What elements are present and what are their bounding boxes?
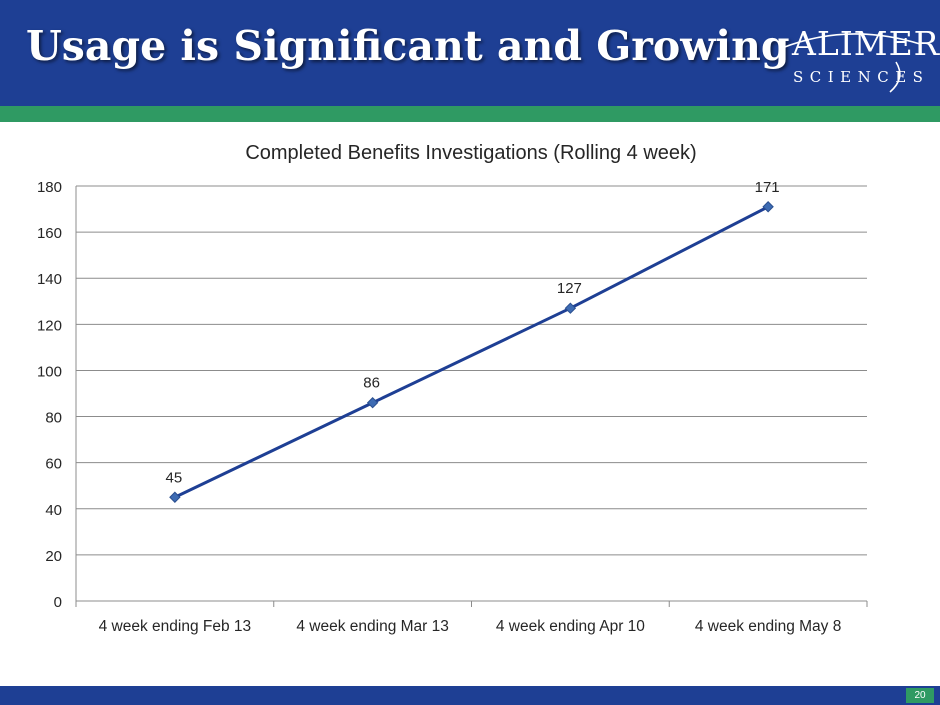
- page-number: 20: [906, 688, 934, 703]
- data-point-marker: [762, 201, 774, 213]
- footer-bar: 20: [0, 686, 940, 705]
- logo-swoosh-icon: [781, 33, 921, 93]
- y-tick-label: 60: [45, 456, 62, 473]
- data-point-marker: [366, 397, 379, 409]
- logo-subtitle: SCIENCES: [793, 68, 930, 86]
- y-tick-label: 160: [37, 225, 62, 242]
- data-label: 171: [755, 179, 780, 196]
- data-label: 45: [166, 469, 183, 486]
- series-layer: [169, 201, 774, 503]
- y-tick-label: 140: [37, 271, 62, 288]
- data-point-marker: [169, 491, 181, 503]
- x-tick-label: 4 week ending Mar 13: [296, 618, 449, 635]
- y-tick-label: 20: [45, 548, 62, 565]
- line-chart: Completed Benefits Investigations (Rolli…: [37, 142, 868, 635]
- y-tick-label: 40: [45, 502, 62, 519]
- logo-name: ALIMERA: [792, 24, 940, 63]
- axes: 0 20 40 60 80 100 120 140 160 180 4 week ending Fe…: [37, 179, 868, 635]
- slide-title: Usage is Significant and Growing: [26, 22, 790, 70]
- chart-title: Completed Benefits Investigations (Rolli…: [245, 142, 696, 164]
- data-point-marker: [564, 302, 577, 314]
- accent-band: [0, 106, 940, 122]
- y-tick-label: 180: [37, 179, 62, 196]
- data-labels: 45 86 127 171: [166, 179, 780, 487]
- data-label: 86: [363, 375, 380, 392]
- series-line: [174, 205, 769, 499]
- alimera-logo: ALIMERA SCIENCES: [778, 18, 940, 98]
- y-tick-label: 120: [37, 317, 62, 334]
- gridlines: [76, 185, 867, 556]
- header-bar: Usage is Significant and Growing ALIMERA…: [0, 0, 940, 106]
- x-tick-label: 4 week ending May 8: [695, 618, 841, 635]
- x-tick-label: 4 week ending Apr 10: [496, 618, 645, 635]
- y-tick-label: 100: [37, 363, 62, 380]
- data-label: 127: [557, 280, 582, 297]
- y-tick-label: 80: [45, 410, 62, 427]
- x-tick-label: 4 week ending Feb 13: [99, 618, 252, 635]
- y-tick-label: 0: [54, 594, 62, 611]
